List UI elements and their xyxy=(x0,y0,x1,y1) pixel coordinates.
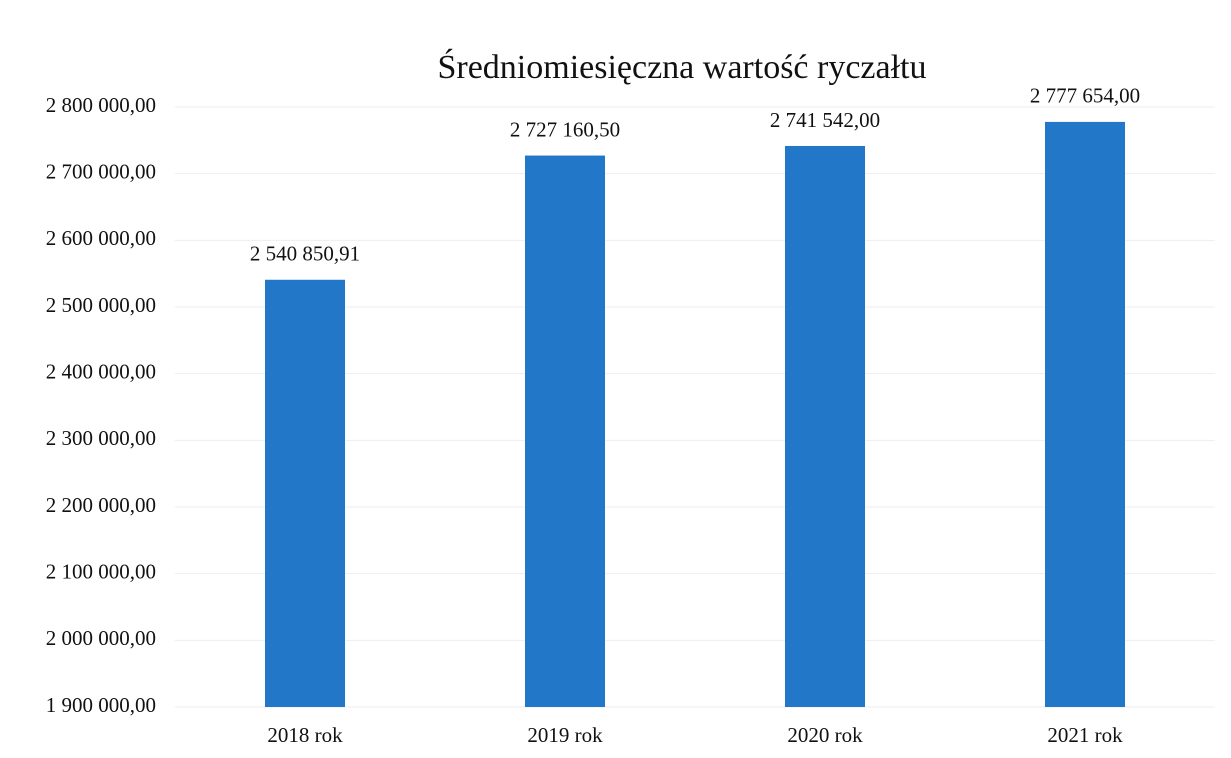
bar xyxy=(1045,121,1125,707)
y-tick-label: 2 000 000,00 xyxy=(46,626,156,650)
y-tick-label: 2 100 000,00 xyxy=(46,559,156,583)
y-tick-label: 2 300 000,00 xyxy=(46,426,156,450)
y-tick-label: 1 900 000,00 xyxy=(46,693,156,717)
y-tick-label: 2 200 000,00 xyxy=(46,493,156,517)
x-tick-label: 2021 rok xyxy=(1047,723,1123,747)
y-tick-label: 2 500 000,00 xyxy=(46,293,156,317)
y-tick-label: 2 600 000,00 xyxy=(46,226,156,250)
y-tick-label: 2 700 000,00 xyxy=(46,159,156,183)
bar xyxy=(525,155,605,707)
y-tick-label: 2 800 000,00 xyxy=(46,93,156,117)
x-tick-label: 2020 rok xyxy=(787,723,863,747)
bar xyxy=(785,145,865,708)
value-label: 2 777 654,00 xyxy=(1030,84,1140,108)
value-label: 2 727 160,50 xyxy=(510,117,620,141)
chart-title: Średniomiesięczna wartość ryczałtu xyxy=(437,48,926,86)
y-tick-label: 2 400 000,00 xyxy=(46,359,156,383)
value-label: 2 741 542,00 xyxy=(770,108,880,132)
value-label: 2 540 850,91 xyxy=(250,242,360,266)
x-tick-label: 2019 rok xyxy=(527,723,603,747)
bar xyxy=(265,279,345,707)
x-tick-label: 2018 rok xyxy=(267,723,343,747)
